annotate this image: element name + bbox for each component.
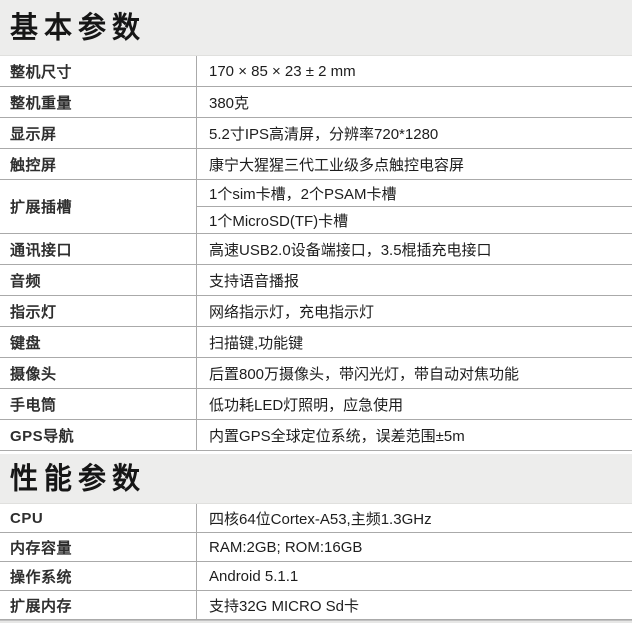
spec-section: 性能参数 CPU 四核64位Cortex-A53,主频1.3GHz 内存容量 RAM:2… <box>0 454 632 620</box>
row-value: 1个MicroSD(TF)卡槽 <box>197 206 632 233</box>
row-label: 指示灯 <box>10 303 57 321</box>
row-label: 内存容量 <box>10 539 73 557</box>
row-label: 触控屏 <box>10 156 57 174</box>
row-value: 四核64位Cortex-A53,主频1.3GHz <box>209 510 432 528</box>
row-label: 整机重量 <box>10 94 73 112</box>
row-label: 扩展插槽 <box>10 199 73 216</box>
row-label: CPU <box>10 509 44 527</box>
table-row: 操作系统 Android 5.1.1 <box>0 562 632 591</box>
table-row: 手电筒 低功耗LED灯照明，应急使用 <box>0 389 632 420</box>
row-value: 内置GPS全球定位系统，误差范围±5m <box>209 427 465 445</box>
row-value: 低功耗LED灯照明，应急使用 <box>209 396 404 414</box>
row-value: Android 5.1.1 <box>209 567 299 585</box>
row-label: 摄像头 <box>10 365 57 383</box>
table-row: 整机尺寸 170 × 85 × 23 ± 2 mm <box>0 56 632 87</box>
row-label: GPS导航 <box>10 427 75 445</box>
table-row: 触控屏 康宁大猩猩三代工业级多点触控电容屏 <box>0 149 632 180</box>
row-value-cell: 后置800万摄像头，带闪光灯，带自动对焦功能 <box>196 358 632 388</box>
row-value-cell: 170 × 85 × 23 ± 2 mm <box>196 56 632 86</box>
row-value: 后置800万摄像头，带闪光灯，带自动对焦功能 <box>209 365 520 383</box>
row-value-cell: RAM:2GB; ROM:16GB <box>196 533 632 561</box>
section-title: 基本参数 <box>10 10 147 44</box>
table-row: 扩展插槽 1个sim卡槽，2个PSAM卡槽 1个MicroSD(TF)卡槽 <box>0 180 632 234</box>
table-row: 显示屏 5.2寸IPS高清屏，分辨率720*1280 <box>0 118 632 149</box>
row-label: 手电筒 <box>10 396 57 414</box>
table-row: 摄像头 后置800万摄像头，带闪光灯，带自动对焦功能 <box>0 358 632 389</box>
section-title: 性能参数 <box>10 461 147 495</box>
row-value-cell: 网络指示灯，充电指示灯 <box>196 296 632 326</box>
table-row: 整机重量 380克 <box>0 87 632 118</box>
row-value-cell: 高速USB2.0设备端接口，3.5棍插充电接口 <box>196 234 632 264</box>
row-value-cell: 支持32G MICRO Sd卡 <box>196 591 632 619</box>
row-label: 通讯接口 <box>10 241 73 259</box>
row-label: 整机尺寸 <box>10 63 73 81</box>
row-value-cell: 内置GPS全球定位系统，误差范围±5m <box>196 420 632 450</box>
table-row: 指示灯 网络指示灯，充电指示灯 <box>0 296 632 327</box>
spec-section: 基本参数整机尺寸 170 × 85 × 23 ± 2 mm 整机重量 380克显示屏 5… <box>0 0 632 451</box>
row-label: 操作系统 <box>10 568 73 586</box>
row-value: 网络指示灯，充电指示灯 <box>209 303 375 321</box>
row-value: 康宁大猩猩三代工业级多点触控电容屏 <box>209 156 465 174</box>
row-label: 显示屏 <box>10 125 57 143</box>
row-value: 5.2寸IPS高清屏，分辨率720*1280 <box>209 125 439 143</box>
table-row: 键盘 扫描键,功能键 <box>0 327 632 358</box>
row-value-cell: 康宁大猩猩三代工业级多点触控电容屏 <box>196 149 632 179</box>
row-value: 380克 <box>209 94 250 112</box>
section-header: 基本参数 <box>0 0 632 56</box>
row-value-cell: 支持语音播报 <box>196 265 632 295</box>
row-value: 支持语音播报 <box>209 272 300 290</box>
table-row: 内存容量 RAM:2GB; ROM:16GB <box>0 533 632 562</box>
row-value-cell: 380克 <box>196 87 632 117</box>
row-value: RAM:2GB; ROM:16GB <box>209 538 363 556</box>
row-label: 音频 <box>10 272 42 290</box>
row-value: 1个sim卡槽，2个PSAM卡槽 <box>209 185 397 203</box>
row-value-cell: 四核64位Cortex-A53,主频1.3GHz <box>196 504 632 532</box>
row-value: 支持32G MICRO Sd卡 <box>209 597 360 615</box>
spec-table: 整机尺寸 170 × 85 × 23 ± 2 mm 整机重量 380克显示屏 5.2寸I… <box>0 56 632 451</box>
table-row: GPS导航 内置GPS全球定位系统，误差范围±5m <box>0 420 632 451</box>
row-value: 170 × 85 × 23 ± 2 mm <box>209 62 356 80</box>
row-value-cell: 1个sim卡槽，2个PSAM卡槽 1个MicroSD(TF)卡槽 <box>196 180 632 233</box>
spec-table: CPU 四核64位Cortex-A53,主频1.3GHz 内存容量 RAM:2GB; … <box>0 504 632 620</box>
row-label: 扩展内存 <box>10 597 73 615</box>
table-row: 通讯接口 高速USB2.0设备端接口，3.5棍插充电接口 <box>0 234 632 265</box>
row-value: 扫描键,功能键 <box>209 334 304 352</box>
row-value-cell: 5.2寸IPS高清屏，分辨率720*1280 <box>196 118 632 148</box>
table-row: CPU 四核64位Cortex-A53,主频1.3GHz <box>0 504 632 533</box>
row-value-cell: 低功耗LED灯照明，应急使用 <box>196 389 632 419</box>
row-value-cell: 扫描键,功能键 <box>196 327 632 357</box>
table-row: 音频 支持语音播报 <box>0 265 632 296</box>
row-label: 键盘 <box>10 334 42 352</box>
table-row: 扩展内存 支持32G MICRO Sd卡 <box>0 591 632 620</box>
row-value: 高速USB2.0设备端接口，3.5棍插充电接口 <box>209 241 492 259</box>
section-header: 性能参数 <box>0 454 632 504</box>
row-value-cell: Android 5.1.1 <box>196 562 632 590</box>
